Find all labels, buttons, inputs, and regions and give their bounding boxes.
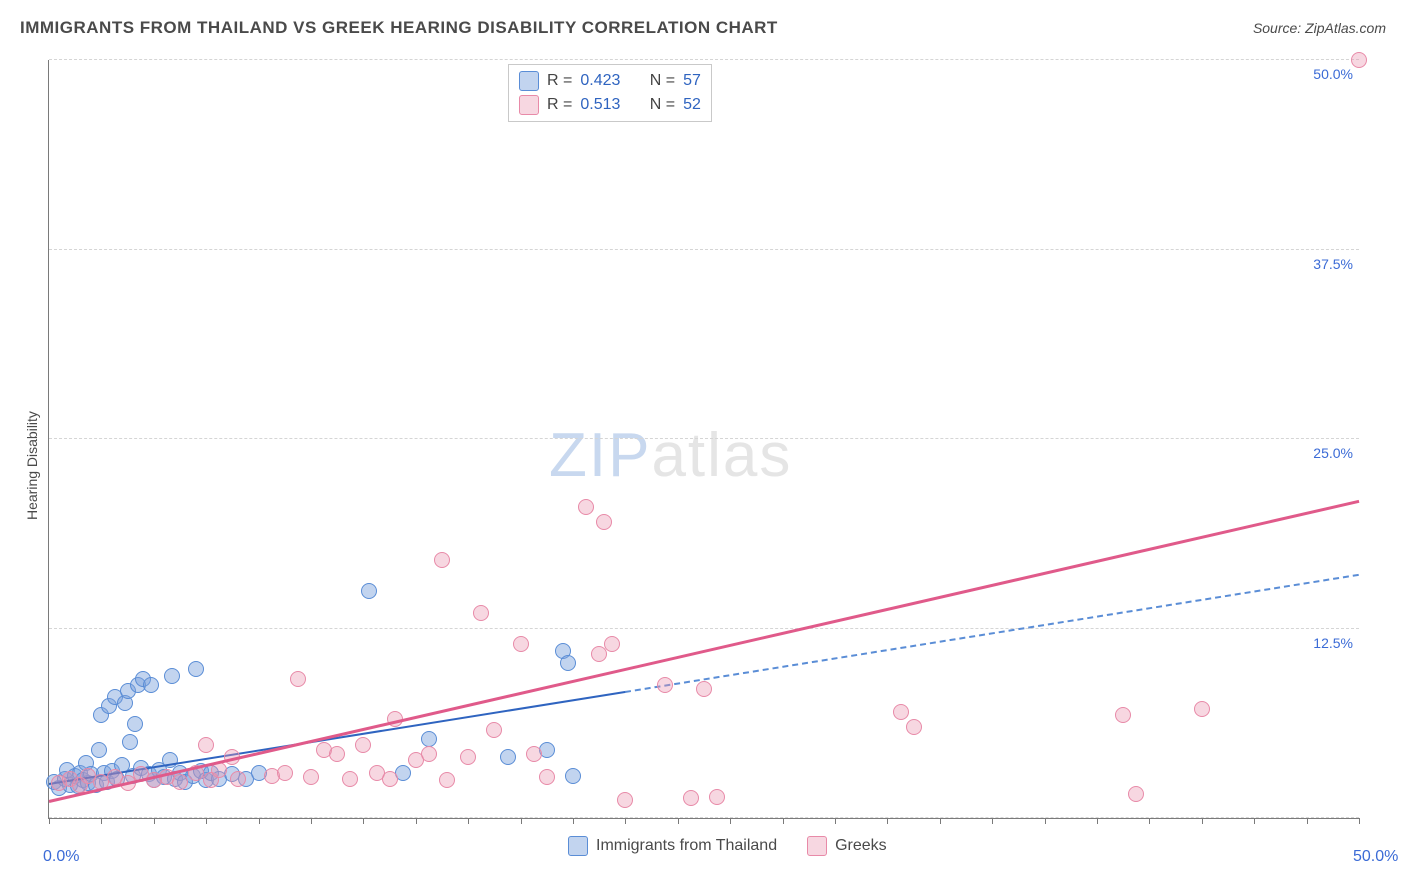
chart-title: IMMIGRANTS FROM THAILAND VS GREEK HEARIN… — [20, 18, 778, 38]
grid-line — [49, 628, 1359, 629]
y-tick-label: 25.0% — [1313, 445, 1353, 461]
data-point-greeks — [893, 704, 909, 720]
data-point-greeks — [355, 737, 371, 753]
x-tick — [678, 818, 679, 824]
data-point-thailand — [164, 668, 180, 684]
data-point-greeks — [1194, 701, 1210, 717]
x-tick — [1097, 818, 1098, 824]
watermark: ZIPatlas — [549, 420, 792, 491]
data-point-thailand — [122, 734, 138, 750]
x-tick — [730, 818, 731, 824]
data-point-greeks — [578, 499, 594, 515]
x-tick — [259, 818, 260, 824]
x-tick — [940, 818, 941, 824]
data-point-thailand — [421, 731, 437, 747]
x-tick — [887, 818, 888, 824]
scatter-plot: ZIPatlas 12.5%25.0%37.5%50.0%0.0%50.0% — [48, 60, 1359, 819]
y-tick-label: 50.0% — [1313, 66, 1353, 82]
x-tick — [835, 818, 836, 824]
y-tick-label: 37.5% — [1313, 256, 1353, 272]
grid-line — [49, 249, 1359, 250]
data-point-thailand — [565, 768, 581, 784]
legend-stats: R = 0.423 N = 57R = 0.513 N = 52 — [508, 64, 712, 122]
data-point-greeks — [683, 790, 699, 806]
x-tick — [573, 818, 574, 824]
data-point-greeks — [591, 646, 607, 662]
data-point-greeks — [460, 749, 476, 765]
data-point-greeks — [421, 746, 437, 762]
x-tick — [1149, 818, 1150, 824]
data-point-greeks — [382, 771, 398, 787]
legend-stats-row: R = 0.423 N = 57 — [519, 69, 701, 93]
data-point-greeks — [172, 774, 188, 790]
x-tick — [625, 818, 626, 824]
data-point-greeks — [696, 681, 712, 697]
x-tick — [154, 818, 155, 824]
data-point-thailand — [361, 583, 377, 599]
regression-thailand-dash — [625, 573, 1359, 692]
data-point-greeks — [439, 772, 455, 788]
x-tick — [468, 818, 469, 824]
data-point-thailand — [143, 677, 159, 693]
x-tick — [1202, 818, 1203, 824]
x-tick — [1254, 818, 1255, 824]
data-point-thailand — [91, 742, 107, 758]
x-tick-label: 50.0% — [1353, 848, 1398, 866]
data-point-greeks — [230, 771, 246, 787]
grid-line — [49, 59, 1359, 60]
grid-line — [49, 438, 1359, 439]
watermark-zip: ZIP — [549, 421, 651, 490]
x-tick — [783, 818, 784, 824]
legend-item-greeks: Greeks — [807, 836, 887, 856]
x-tick — [363, 818, 364, 824]
data-point-greeks — [290, 671, 306, 687]
x-tick — [1359, 818, 1360, 824]
data-point-greeks — [277, 765, 293, 781]
data-point-greeks — [473, 605, 489, 621]
legend-stats-row: R = 0.513 N = 52 — [519, 93, 701, 117]
data-point-thailand — [188, 661, 204, 677]
data-point-greeks — [657, 677, 673, 693]
x-tick — [416, 818, 417, 824]
data-point-greeks — [1351, 52, 1367, 68]
y-axis-title: Hearing Disability — [24, 411, 40, 520]
data-point-greeks — [617, 792, 633, 808]
source-label: Source: ZipAtlas.com — [1253, 20, 1386, 36]
data-point-thailand — [560, 655, 576, 671]
data-point-greeks — [434, 552, 450, 568]
data-point-greeks — [342, 771, 358, 787]
y-tick-label: 12.5% — [1313, 635, 1353, 651]
data-point-greeks — [198, 737, 214, 753]
data-point-thailand — [500, 749, 516, 765]
grid-line — [49, 817, 1359, 818]
x-tick — [49, 818, 50, 824]
data-point-greeks — [303, 769, 319, 785]
data-point-greeks — [1128, 786, 1144, 802]
watermark-atlas: atlas — [651, 421, 792, 490]
data-point-greeks — [329, 746, 345, 762]
regression-greeks — [49, 500, 1360, 803]
data-point-greeks — [906, 719, 922, 735]
x-tick — [101, 818, 102, 824]
legend-item-thailand: Immigrants from Thailand — [568, 836, 777, 856]
data-point-greeks — [709, 789, 725, 805]
x-tick — [521, 818, 522, 824]
data-point-greeks — [604, 636, 620, 652]
data-point-greeks — [486, 722, 502, 738]
data-point-greeks — [513, 636, 529, 652]
data-point-greeks — [1115, 707, 1131, 723]
data-point-greeks — [539, 769, 555, 785]
data-point-greeks — [526, 746, 542, 762]
x-tick-label: 0.0% — [43, 848, 79, 866]
x-tick — [992, 818, 993, 824]
x-tick — [311, 818, 312, 824]
x-tick — [206, 818, 207, 824]
x-tick — [1307, 818, 1308, 824]
legend-bottom: Immigrants from Thailand Greeks — [568, 836, 887, 856]
data-point-thailand — [127, 716, 143, 732]
x-tick — [1045, 818, 1046, 824]
data-point-greeks — [596, 514, 612, 530]
